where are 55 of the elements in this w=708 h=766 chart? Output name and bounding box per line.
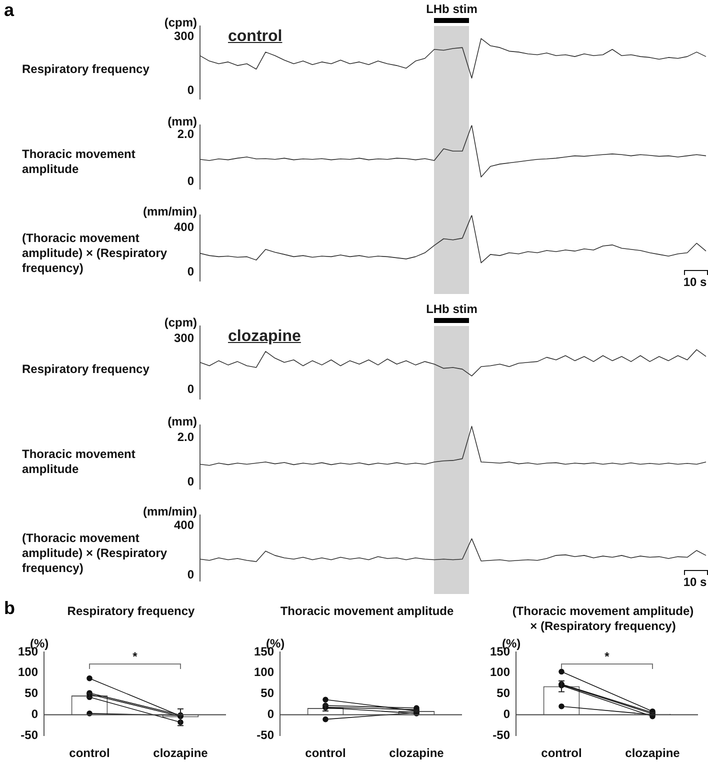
text: Thoracic movement amplitude	[22, 147, 136, 176]
y-tick-label: 2.0	[177, 126, 194, 141]
y-tick-label: 0	[187, 568, 194, 582]
y-tick-label: 0	[187, 474, 194, 488]
chart-title: Respiratory frequency	[67, 604, 195, 618]
y-axis-title: (mm)	[168, 114, 197, 129]
y-tick-label: 0	[187, 174, 194, 188]
y-tick-label: -50	[492, 728, 510, 742]
y-tick-label: 400	[174, 220, 194, 234]
y-tick-label: -50	[256, 728, 274, 742]
y-tick-label: 0	[31, 707, 38, 722]
y-tick-label: 50	[496, 686, 510, 700]
annotation: 10 s	[682, 275, 708, 289]
y-tick-label: 0	[267, 707, 274, 722]
text: (Thoracic movement amplitude) × (Respiratory frequency)	[22, 230, 168, 274]
x-tick-label: clozapine	[625, 746, 680, 760]
y-tick-label: 300	[174, 29, 194, 44]
annotation: *	[132, 649, 138, 664]
annotation: *	[604, 649, 610, 664]
x-tick-label: clozapine	[153, 746, 208, 760]
y-tick-label: 0	[187, 264, 194, 279]
text: LHb stim	[425, 302, 478, 316]
y-axis-title: (mm)	[168, 414, 197, 429]
y-tick-label: 0	[187, 382, 194, 396]
y-tick-label: 100	[18, 665, 38, 680]
y-tick-label: 100	[490, 665, 510, 680]
y-tick-label: -50	[20, 728, 38, 742]
text: a	[4, 0, 14, 21]
x-tick-label: control	[541, 746, 582, 760]
y-tick-label: 50	[24, 686, 38, 700]
text: (Thoracic movement amplitude) × (Respiratory frequency)	[22, 530, 168, 574]
y-tick-label: 100	[254, 665, 274, 680]
text: LHb stim	[425, 2, 478, 16]
y-axis-title: (cpm)	[164, 315, 197, 330]
x-tick-label: control	[305, 746, 346, 760]
y-axis-title: (cpm)	[164, 15, 197, 30]
annotation: clozapine	[228, 328, 301, 346]
text: b	[4, 598, 15, 619]
annotation: control	[228, 28, 282, 46]
y-axis-title: (mm/min)	[143, 504, 198, 519]
y-tick-label: 50	[260, 686, 274, 700]
annotation: 10 s	[682, 575, 708, 589]
chart-title: Thoracic movement amplitude	[279, 604, 455, 620]
y-tick-label: 300	[174, 331, 194, 346]
chart-title: (Thoracic movement amplitude) × (Respiratory frequency)	[511, 604, 695, 635]
x-tick-label: clozapine	[389, 746, 444, 760]
y-tick-label: 400	[174, 518, 194, 532]
text: Respiratory frequency	[22, 362, 150, 376]
x-tick-label: control	[69, 746, 110, 760]
y-tick-label: 0	[503, 707, 510, 722]
y-tick-label: 2.0	[177, 430, 194, 444]
text: Thoracic movement amplitude	[22, 447, 136, 476]
y-axis-title: (mm/min)	[143, 204, 198, 219]
y-tick-label: 0	[187, 83, 194, 98]
text: Respiratory frequency	[22, 62, 150, 76]
